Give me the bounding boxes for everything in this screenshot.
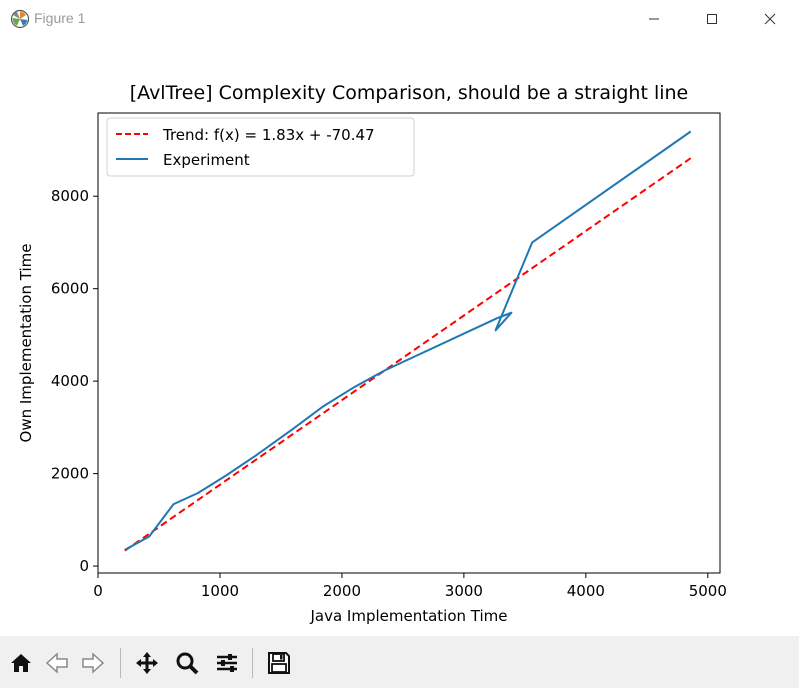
x-tick-label: 1000	[201, 582, 239, 600]
toolbar-separator	[120, 648, 121, 678]
x-tick-label: 3000	[445, 582, 483, 600]
forward-arrow-icon	[82, 652, 105, 674]
sliders-icon	[217, 654, 237, 672]
save-button[interactable]	[262, 646, 296, 680]
legend-trend-label: Trend: f(x) = 1.83x + -70.47	[162, 126, 375, 144]
x-tick-label: 2000	[323, 582, 361, 600]
trend-line	[124, 157, 692, 552]
chart: [AvlTree] Complexity Comparison, should …	[17, 82, 727, 625]
matplotlib-logo-icon	[10, 9, 30, 29]
legend: Trend: f(x) = 1.83x + -70.47 Experiment	[106, 117, 415, 177]
minimize-icon	[649, 18, 659, 20]
x-tick-label: 0	[93, 582, 103, 600]
zoom-button[interactable]	[170, 646, 204, 680]
y-tick-label: 0	[79, 557, 89, 575]
pan-move-icon	[136, 652, 158, 674]
experiment-line	[124, 130, 692, 551]
forward-button[interactable]	[76, 646, 110, 680]
x-axis-label: Java Implementation Time	[309, 607, 507, 625]
floppy-disk-icon	[268, 652, 290, 674]
legend-box	[106, 117, 415, 177]
y-tick-label: 2000	[51, 465, 89, 483]
window-title: Figure 1	[34, 10, 86, 26]
home-icon	[11, 654, 31, 672]
x-tick-label: 4000	[567, 582, 605, 600]
close-button[interactable]	[741, 0, 799, 38]
toolbar-separator	[252, 648, 253, 678]
navigation-toolbar	[0, 636, 799, 688]
chart-title: [AvlTree] Complexity Comparison, should …	[130, 82, 688, 104]
y-tick-label: 8000	[51, 187, 89, 205]
back-button[interactable]	[40, 646, 74, 680]
y-axis-label: Own Implementation Time	[17, 244, 35, 443]
maximize-button[interactable]	[683, 0, 741, 38]
y-tick-label: 6000	[51, 280, 89, 298]
pan-button[interactable]	[130, 646, 164, 680]
back-arrow-icon	[45, 652, 68, 674]
configure-subplots-button[interactable]	[210, 646, 244, 680]
figure-canvas[interactable]: [AvlTree] Complexity Comparison, should …	[0, 38, 799, 636]
home-button[interactable]	[4, 646, 38, 680]
minimize-button[interactable]	[625, 0, 683, 38]
close-icon	[764, 13, 776, 25]
magnifier-icon	[176, 652, 199, 675]
window-titlebar: Figure 1	[0, 0, 799, 38]
maximize-icon	[707, 14, 717, 24]
x-tick-label: 5000	[689, 582, 727, 600]
y-tick-label: 4000	[51, 372, 89, 390]
legend-experiment-label: Experiment	[163, 151, 250, 169]
